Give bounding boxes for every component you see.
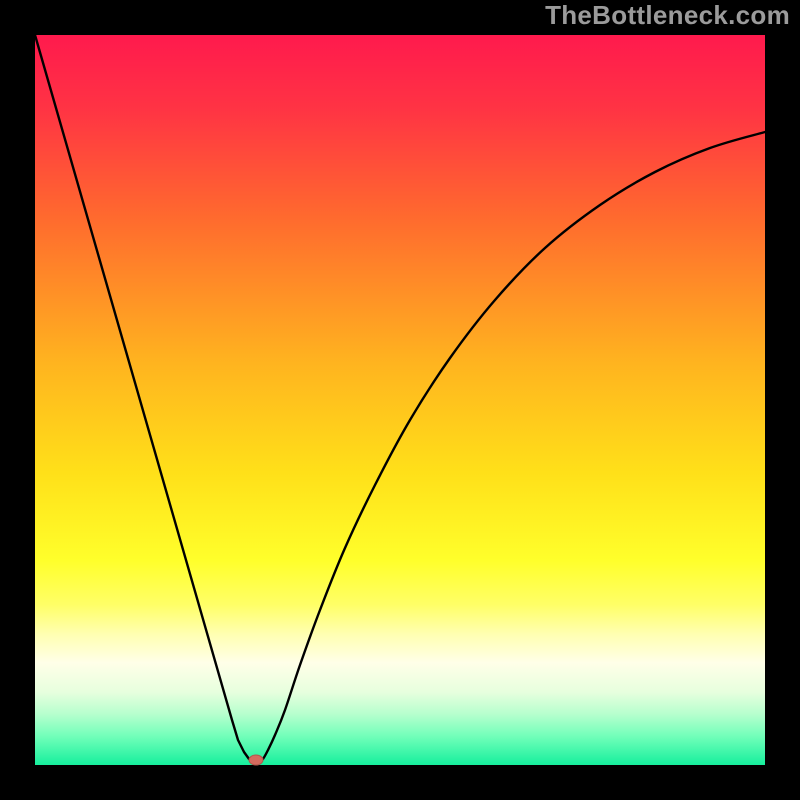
- watermark-text: TheBottleneck.com: [545, 0, 790, 31]
- chart-stage: TheBottleneck.com: [0, 0, 800, 800]
- plot-area: [35, 35, 765, 765]
